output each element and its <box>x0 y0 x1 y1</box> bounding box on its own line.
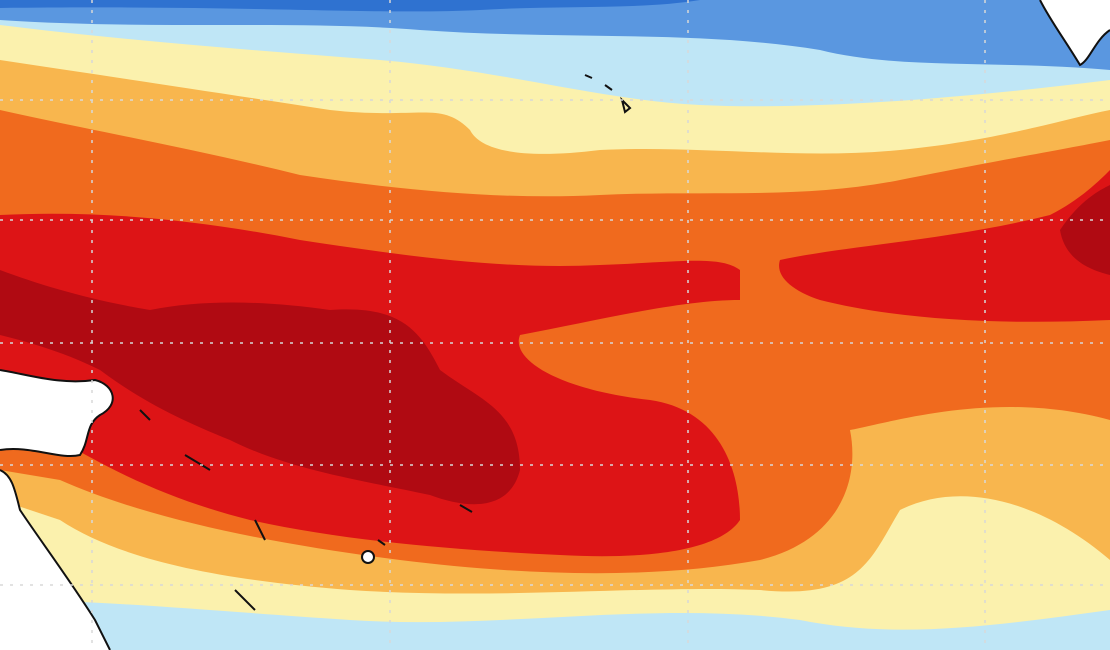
coldest-band <box>0 0 700 12</box>
australia-coast <box>0 469 111 650</box>
very-hot-east <box>779 170 1110 322</box>
islands <box>139 74 632 611</box>
new-guinea <box>0 370 113 457</box>
hottest-core <box>0 270 520 505</box>
cold-band <box>0 0 1110 70</box>
hottest-east <box>1060 185 1110 275</box>
australia <box>0 470 110 650</box>
north-america-coast <box>1039 0 1110 67</box>
new-guinea-coast <box>0 369 114 457</box>
